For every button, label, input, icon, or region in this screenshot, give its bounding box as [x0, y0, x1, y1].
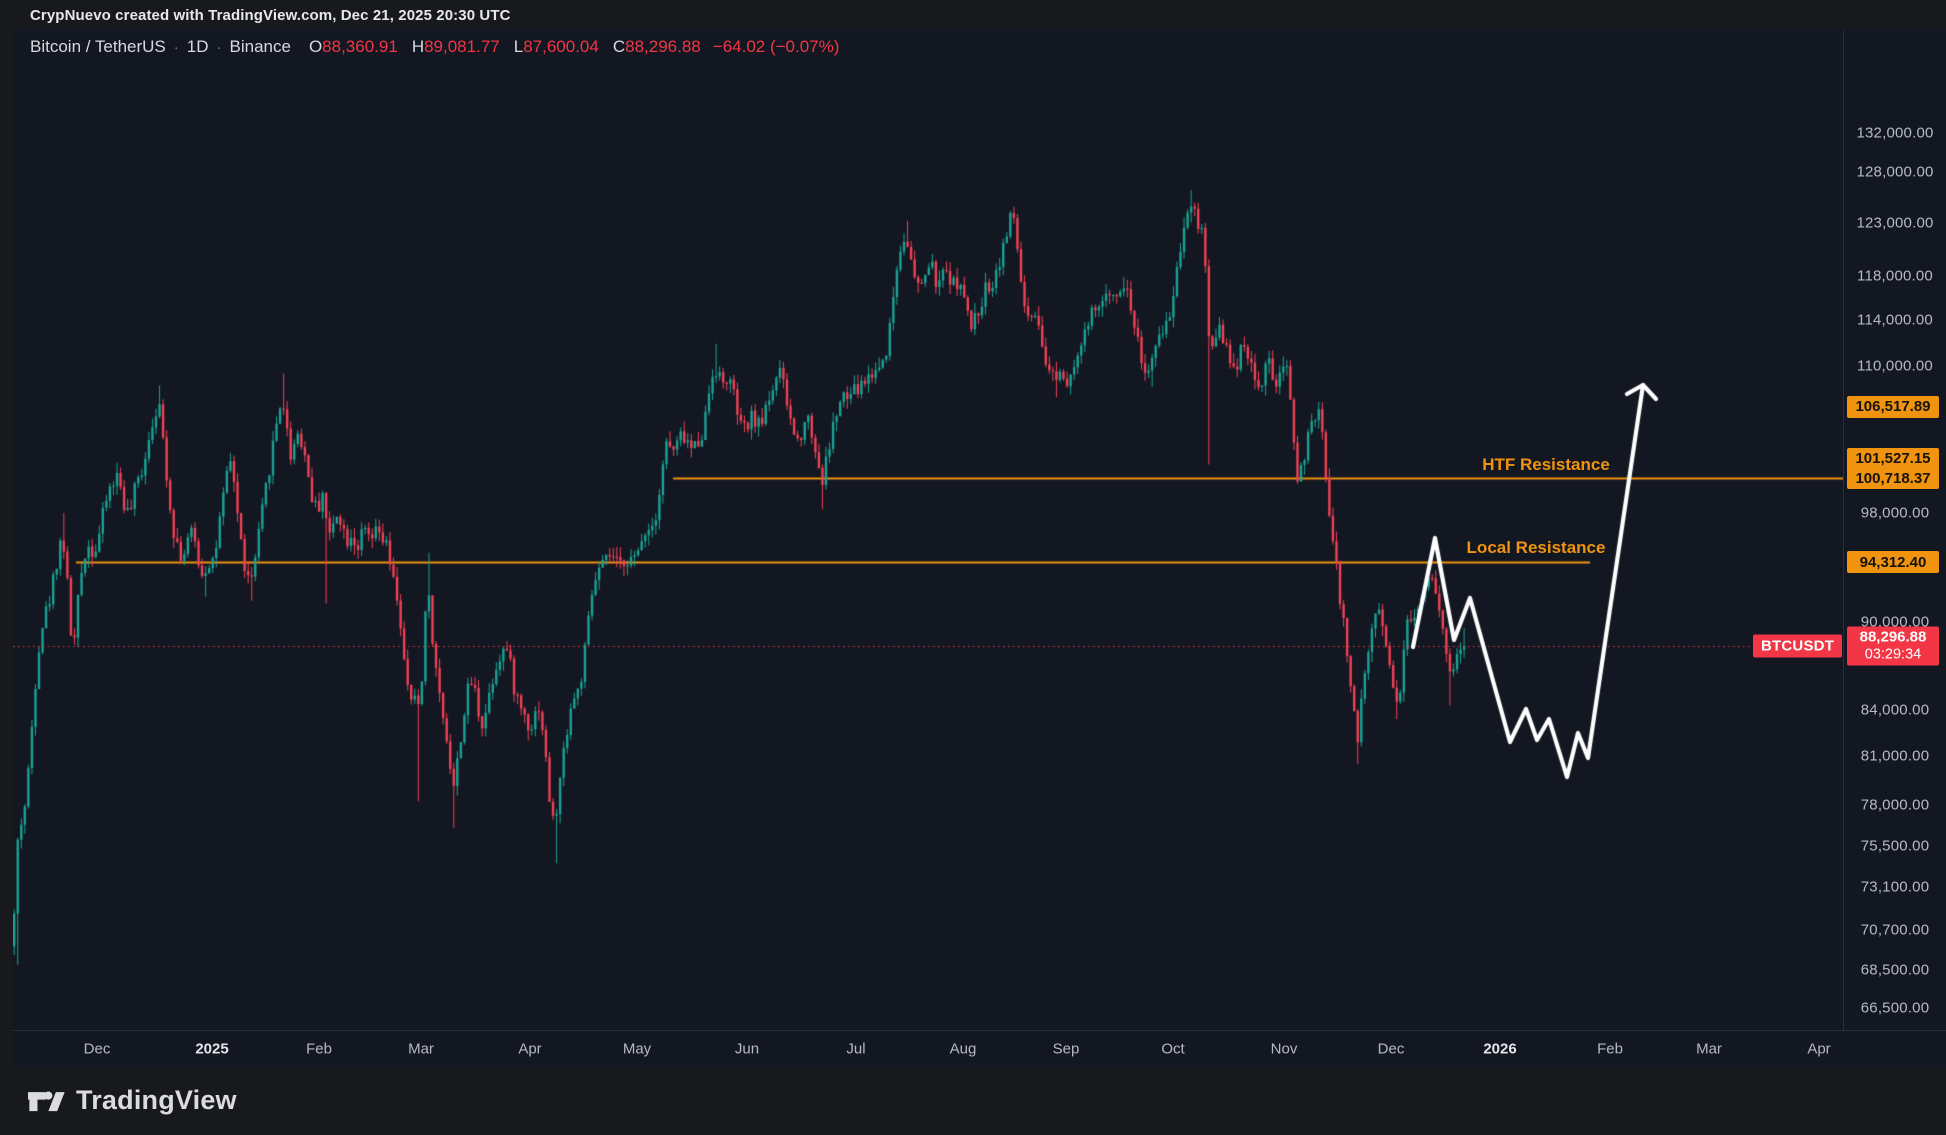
attribution-bar: CrypNuevo created with TradingView.com, … [0, 0, 1946, 30]
month-axis-label: Feb [306, 1040, 332, 1057]
month-axis-label: Nov [1270, 1040, 1298, 1057]
price-tick-label: 123,000.00 [1856, 214, 1934, 232]
bar-countdown-timer: 03:29:34 [1864, 646, 1922, 663]
price-tick-label: 81,000.00 [1860, 747, 1930, 765]
price-tick-label: 75,500.00 [1860, 837, 1930, 855]
month-axis-label: Apr [1807, 1040, 1831, 1057]
price-axis-border [1843, 30, 1844, 1030]
month-axis-label: Jun [734, 1040, 760, 1057]
low-value: L87,600.04 [513, 37, 599, 56]
price-level-badge: 106,517.89 [1847, 395, 1939, 418]
htf-resistance-label[interactable]: HTF Resistance [1482, 455, 1610, 474]
month-axis-label: Mar [408, 1040, 434, 1057]
price-tick-label: 68,500.00 [1860, 961, 1930, 979]
high-value: H89,081.77 [411, 37, 500, 56]
month-axis-label: Aug [949, 1040, 977, 1057]
symbol-price-tag: BTCUSDT [1753, 634, 1843, 658]
separator-dot: · [173, 38, 179, 56]
price-tick-label: 73,100.00 [1860, 878, 1930, 896]
tradingview-logo-icon [28, 1091, 65, 1111]
price-tick-label: 132,000.00 [1856, 124, 1934, 142]
close-value: C88,296.88 [612, 37, 701, 56]
interval-label[interactable]: 1D [186, 37, 209, 56]
price-tick-label: 84,000.00 [1860, 701, 1930, 719]
bottom-bar: TradingView [0, 1066, 1946, 1135]
price-tick-label: 78,000.00 [1860, 796, 1930, 814]
year-axis-label: 2026 [1483, 1040, 1517, 1057]
price-tick-label: 98,000.00 [1860, 504, 1930, 522]
month-axis-label: Jul [846, 1040, 866, 1057]
month-axis-label: Feb [1597, 1040, 1623, 1057]
month-axis-label: May [622, 1040, 652, 1057]
price-tick-label: 90,000.00 [1860, 613, 1930, 631]
last-price-badge: 88,296.88 03:29:34 [1847, 626, 1939, 666]
price-axis[interactable]: 132,000.00 128,000.00 123,000.00 118,000.00… [1844, 30, 1946, 1030]
price-level-badge: 94,312.40 [1847, 551, 1939, 574]
month-axis-label: Dec [83, 1040, 111, 1057]
month-axis-label: Sep [1052, 1040, 1080, 1057]
time-axis-border [13, 1030, 1946, 1031]
tradingview-logo-text: TradingView [76, 1085, 237, 1115]
attribution-text: CrypNuevo created with TradingView.com, … [30, 6, 511, 24]
price-level-badge: 101,527.15 [1847, 447, 1939, 470]
month-axis-label: Dec [1377, 1040, 1405, 1057]
symbol-name[interactable]: Bitcoin / TetherUS [30, 37, 166, 56]
price-tick-label: 114,000.00 [1857, 311, 1933, 329]
price-tick-label: 110,000.00 [1857, 357, 1933, 375]
ohlc-values: O88,360.91 H89,081.77 L87,600.04 C88,296… [309, 37, 701, 57]
tradingview-logo[interactable]: TradingView [28, 1085, 237, 1116]
price-tick-label: 66,500.00 [1860, 999, 1930, 1017]
price-tick-label: 70,700.00 [1860, 921, 1930, 939]
month-axis-label: Oct [1161, 1040, 1185, 1057]
year-axis-label: 2025 [195, 1040, 229, 1057]
time-axis[interactable]: Dec 2025 Feb Mar Apr May Jun Jul Aug Sep Oct Nov Dec… [13, 1031, 1946, 1066]
change-value: −64.02 (−0.07%) [712, 37, 840, 56]
month-axis-label: Mar [1696, 1040, 1722, 1057]
candlestick-chart-canvas[interactable] [13, 30, 1843, 1030]
price-tick-label: 118,000.00 [1857, 267, 1933, 285]
symbol-header: Bitcoin / TetherUS · 1D · Binance O88,36… [30, 33, 839, 61]
separator-dot: · [216, 38, 222, 56]
chart-area: Bitcoin / TetherUS · 1D · Binance O88,36… [13, 30, 1946, 1066]
month-axis-label: Apr [518, 1040, 542, 1057]
open-value: O88,360.91 [308, 37, 398, 56]
price-tick-label: 128,000.00 [1856, 163, 1934, 181]
price-level-badge: 100,718.37 [1847, 467, 1939, 490]
exchange-label[interactable]: Binance [229, 37, 291, 56]
local-resistance-label[interactable]: Local Resistance [1466, 538, 1606, 557]
last-price-value: 88,296.88 [1859, 628, 1927, 646]
